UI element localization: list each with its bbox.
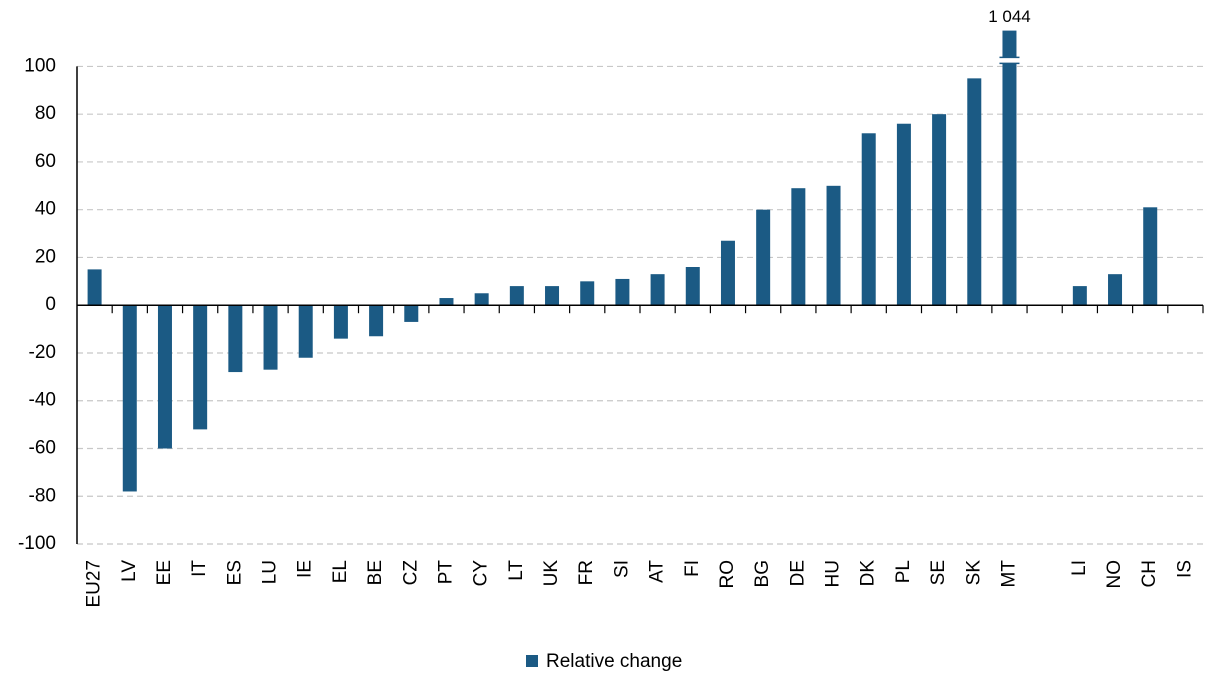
bar bbox=[756, 209, 771, 306]
bar bbox=[1143, 207, 1158, 306]
bar bbox=[157, 305, 172, 449]
x-tick-label: RO bbox=[717, 560, 738, 589]
bar bbox=[580, 281, 595, 306]
x-tick-label: SE bbox=[928, 560, 949, 585]
x-tick-label: LI bbox=[1069, 560, 1090, 576]
bar bbox=[1072, 286, 1087, 306]
x-tick-label: CZ bbox=[400, 560, 421, 586]
bar bbox=[1108, 274, 1123, 306]
x-tick-label: HU bbox=[823, 560, 844, 587]
x-tick-label: UK bbox=[541, 560, 562, 587]
x-tick-label: SI bbox=[611, 560, 632, 578]
bar bbox=[1002, 30, 1017, 306]
legend-swatch bbox=[526, 655, 538, 667]
bar bbox=[967, 78, 982, 306]
x-tick-label: ES bbox=[224, 560, 245, 585]
x-tick-label: AT bbox=[647, 560, 668, 583]
y-tick-label: -60 bbox=[29, 437, 56, 458]
bar bbox=[509, 286, 524, 306]
x-tick-label: CH bbox=[1139, 560, 1160, 587]
x-tick-label: PT bbox=[435, 560, 456, 585]
x-tick-label: IS bbox=[1174, 560, 1195, 578]
bar bbox=[298, 305, 313, 358]
x-tick-label: IT bbox=[189, 560, 210, 577]
x-tick-label: DK bbox=[858, 560, 879, 587]
x-tick-label: BG bbox=[752, 560, 773, 587]
x-tick-label: FI bbox=[682, 560, 703, 577]
bar bbox=[685, 267, 700, 306]
y-tick-label: 100 bbox=[24, 55, 56, 76]
bar bbox=[861, 133, 876, 306]
x-tick-label: MT bbox=[998, 560, 1019, 588]
x-tick-label: EL bbox=[330, 560, 351, 583]
bar bbox=[474, 293, 489, 306]
x-tick-label: FR bbox=[576, 560, 597, 585]
x-tick-label: PL bbox=[893, 560, 914, 583]
y-tick-label: 80 bbox=[35, 103, 56, 124]
y-tick-label: 20 bbox=[35, 246, 56, 267]
x-tick-label: DE bbox=[787, 560, 808, 586]
x-tick-label: LU bbox=[260, 560, 281, 584]
bar bbox=[439, 298, 454, 306]
x-tick-label: EE bbox=[154, 560, 175, 585]
y-tick-label: 60 bbox=[35, 151, 56, 172]
bar bbox=[896, 123, 911, 306]
x-tick-label: SK bbox=[963, 560, 984, 586]
x-tick-label: EU27 bbox=[84, 560, 105, 608]
bar bbox=[122, 305, 137, 492]
y-tick-label: -100 bbox=[18, 533, 56, 554]
bar bbox=[87, 269, 102, 306]
x-tick-label: LV bbox=[119, 560, 140, 582]
bar bbox=[932, 114, 947, 306]
x-tick-label: BE bbox=[365, 560, 386, 585]
bar bbox=[263, 305, 278, 370]
bar bbox=[545, 286, 560, 306]
x-tick-label: LT bbox=[506, 560, 527, 581]
x-tick-label: NO bbox=[1104, 560, 1125, 589]
y-tick-label: -40 bbox=[29, 390, 56, 411]
axis-break bbox=[1000, 57, 1019, 64]
data-label: 1 044 bbox=[988, 7, 1031, 26]
bar bbox=[333, 305, 348, 339]
bar bbox=[791, 188, 806, 306]
legend-label: Relative change bbox=[546, 651, 682, 672]
bar bbox=[826, 185, 841, 306]
x-tick-label: IE bbox=[295, 560, 316, 578]
bar bbox=[650, 274, 665, 306]
bar bbox=[369, 305, 384, 337]
y-tick-label: -80 bbox=[29, 485, 56, 506]
bar bbox=[193, 305, 208, 430]
x-tick-label: CY bbox=[471, 560, 492, 587]
bar bbox=[228, 305, 243, 373]
bar bbox=[404, 305, 419, 322]
y-tick-label: 40 bbox=[35, 199, 56, 220]
y-tick-label: -20 bbox=[29, 342, 56, 363]
y-tick-label: 0 bbox=[45, 294, 56, 315]
bar bbox=[720, 240, 735, 306]
bar bbox=[615, 278, 630, 306]
